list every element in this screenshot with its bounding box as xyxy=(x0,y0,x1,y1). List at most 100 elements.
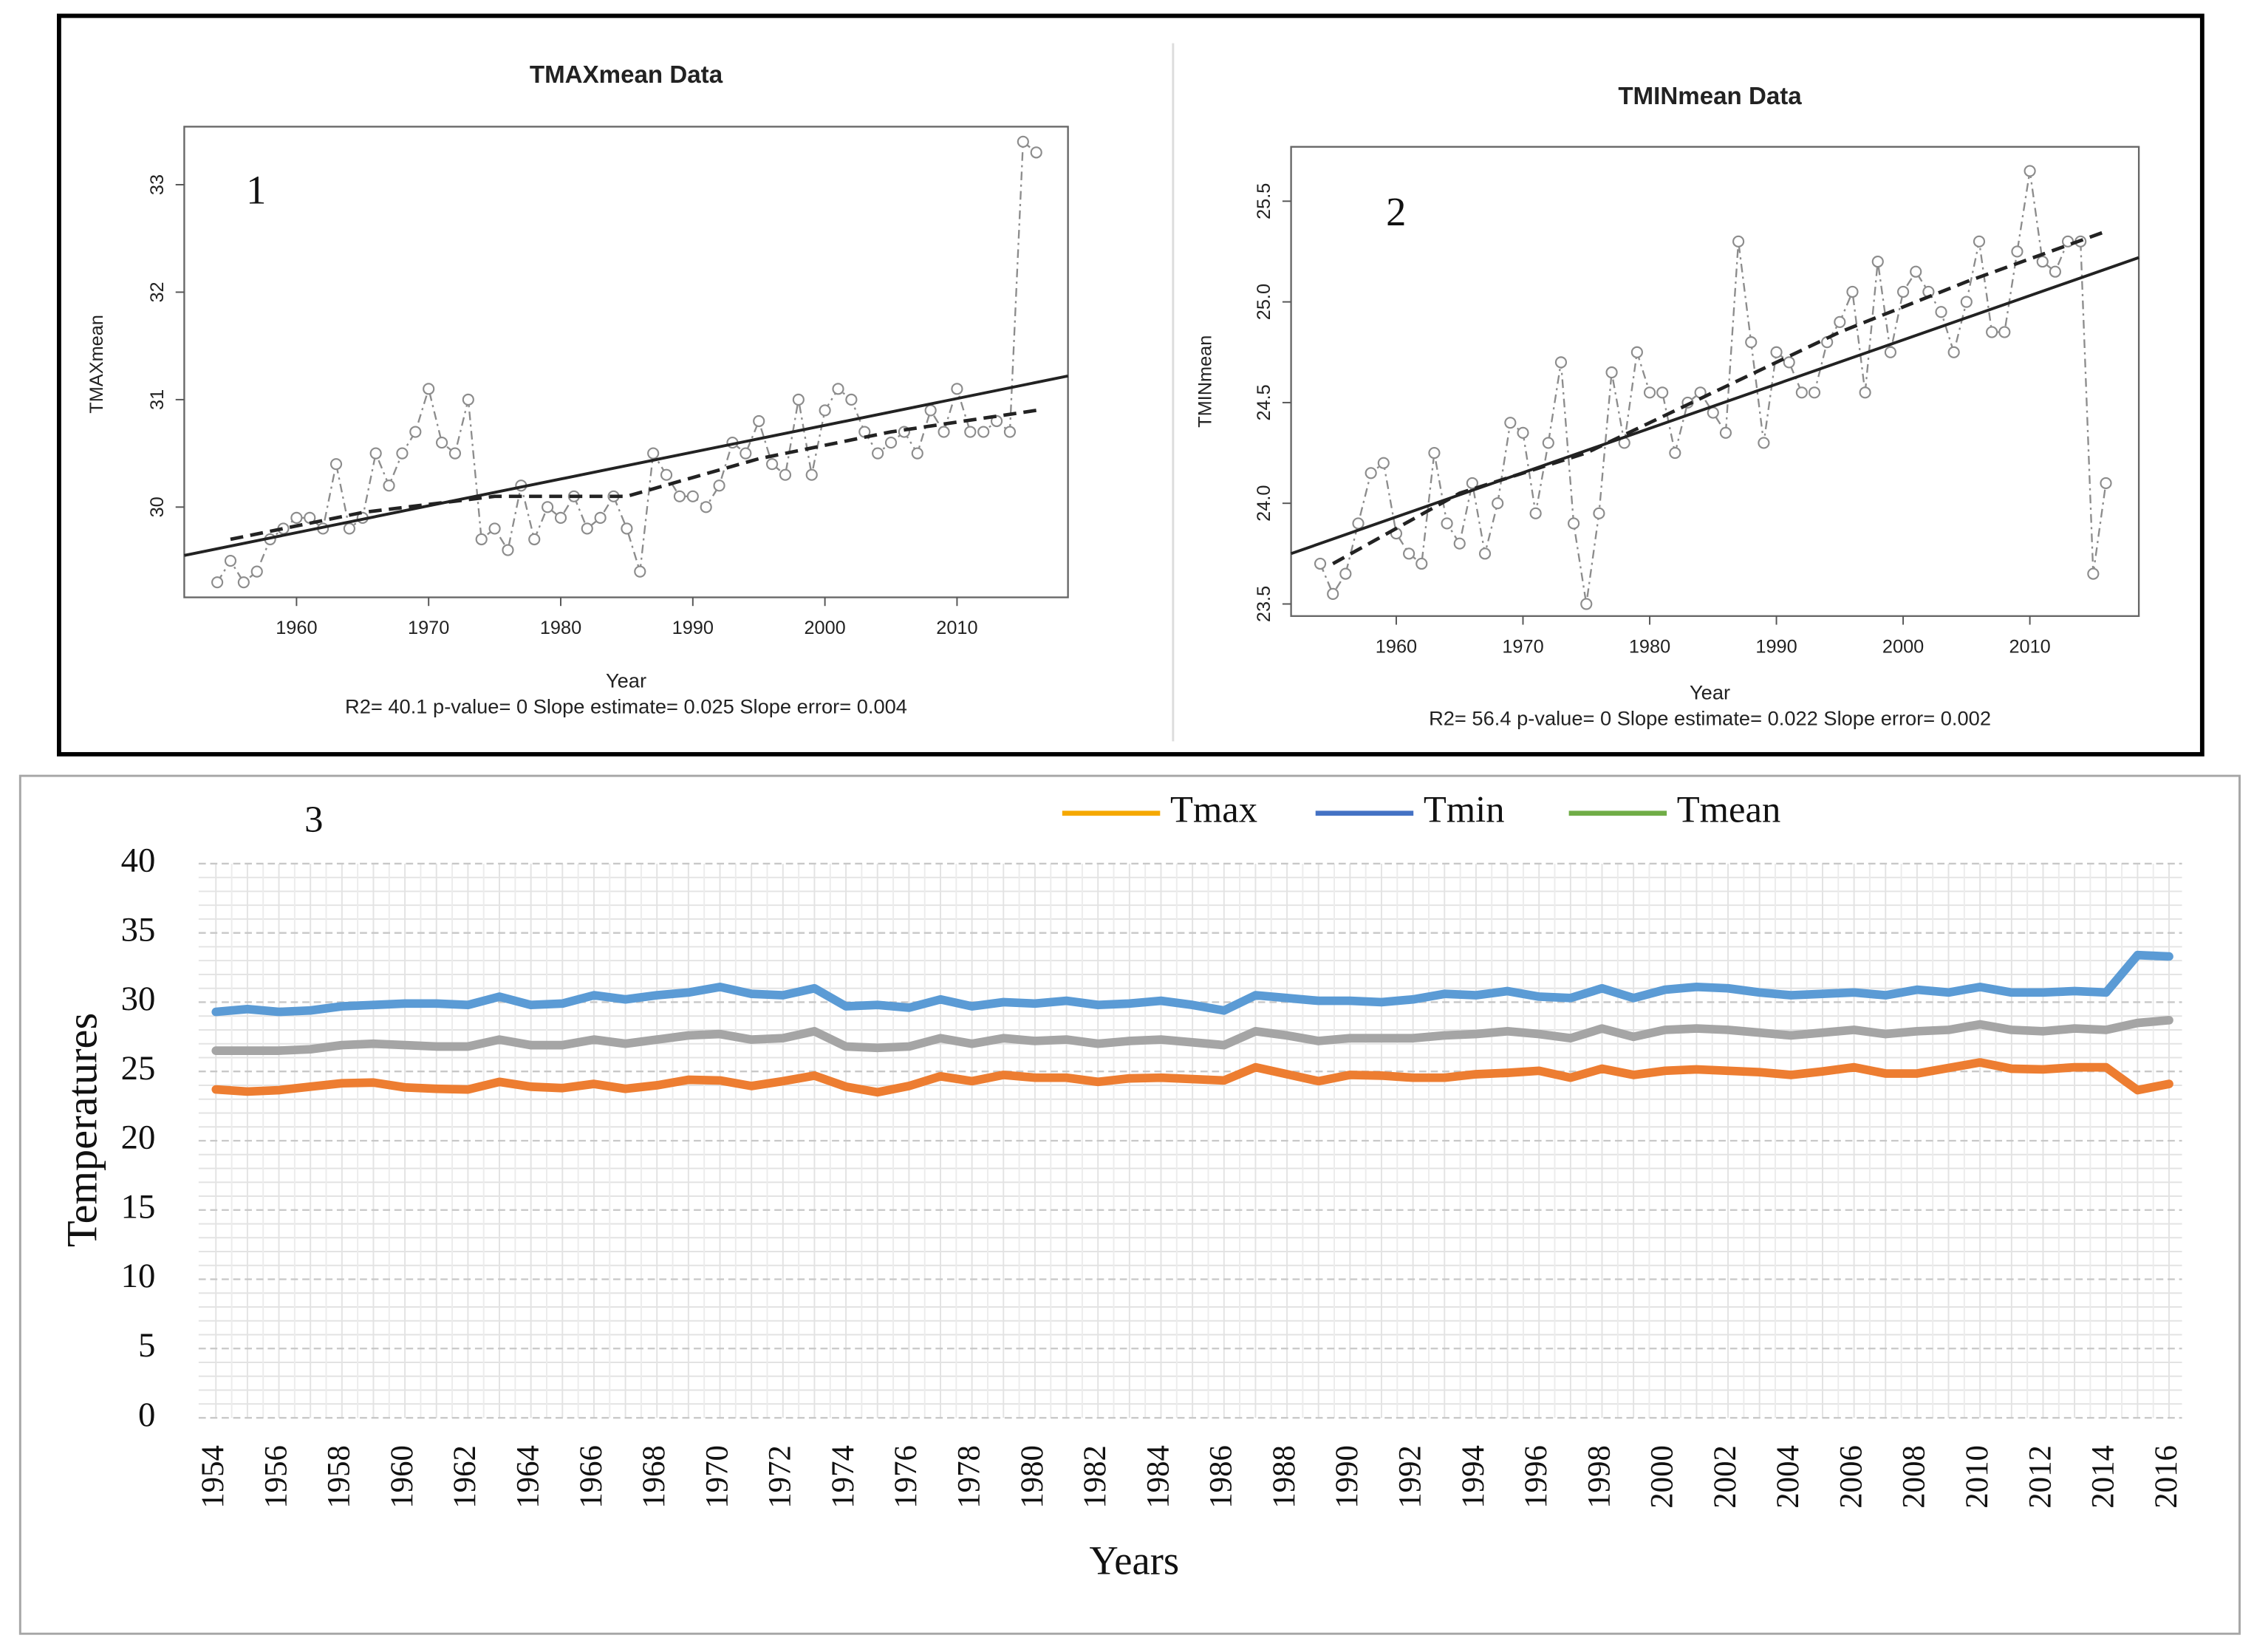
data-point xyxy=(423,383,435,395)
x-tick-label: 1992 xyxy=(1393,1445,1427,1509)
x-tick-label: 2008 xyxy=(1897,1445,1932,1509)
data-point xyxy=(1896,285,1910,298)
data-point xyxy=(884,436,898,449)
data-point xyxy=(1795,386,1808,399)
x-tick-label: 1968 xyxy=(637,1445,672,1509)
y-axis-label: TMAXmean xyxy=(86,315,107,414)
data-point xyxy=(792,393,805,406)
data-point xyxy=(1871,256,1884,268)
data-point xyxy=(1327,587,1339,600)
data-point xyxy=(686,490,699,502)
x-tick-label: 1966 xyxy=(574,1445,609,1509)
trend-line xyxy=(1290,256,2139,556)
y-tick-label: 30 xyxy=(147,496,168,517)
data-point xyxy=(1593,507,1605,519)
x-axis-label: Year xyxy=(606,669,646,692)
panel: 23.5 24.0 24.5 25.0 25.5 1960 1970 1980 1990 2000… xyxy=(1254,146,2140,657)
data-point xyxy=(779,468,792,481)
data-point xyxy=(1365,467,1377,479)
y-axis-label: Temperatures xyxy=(58,1013,106,1247)
data-point xyxy=(224,554,237,567)
data-point xyxy=(1003,426,1017,438)
plot-frame xyxy=(183,126,1069,598)
x-tick-label: 2002 xyxy=(1708,1445,1743,1509)
data-point xyxy=(1580,598,1593,610)
x-axis-label: Year xyxy=(1690,680,1730,703)
x-tick-label: 1972 xyxy=(763,1445,798,1509)
data-point xyxy=(448,447,462,460)
data-point xyxy=(2049,265,2061,278)
x-tick-label: 2010 xyxy=(1960,1445,1995,1509)
data-point xyxy=(1998,326,2011,338)
data-point xyxy=(1030,146,1042,159)
data-point xyxy=(700,501,712,513)
x-tick-label: 1974 xyxy=(826,1445,861,1509)
x-tick-label: 1994 xyxy=(1456,1445,1491,1509)
x-tick-label: 1980 xyxy=(540,618,581,638)
y-tick-label: 23.5 xyxy=(1254,586,1274,622)
data-point xyxy=(237,576,250,589)
data-point xyxy=(211,576,224,589)
data-point xyxy=(1884,346,1897,358)
y-tick-label: 24.0 xyxy=(1254,485,1274,522)
data-point xyxy=(581,522,593,535)
panel-label: 2 xyxy=(1386,189,1406,234)
x-tick-label: 1990 xyxy=(1330,1445,1365,1509)
x-tick-label: 1980 xyxy=(1629,636,1670,657)
data-point xyxy=(911,447,923,460)
data-point xyxy=(1542,437,1554,449)
x-tick-label: 1980 xyxy=(1015,1445,1050,1509)
data-point xyxy=(872,447,884,460)
data-point xyxy=(1947,346,1960,358)
y-tick-label: 31 xyxy=(147,389,168,410)
x-tick-label: 1970 xyxy=(408,618,449,638)
data-point xyxy=(1960,296,1973,308)
y-tick-label: 10 xyxy=(121,1257,156,1295)
y-tick-label: 35 xyxy=(121,910,156,949)
x-tick-label: 1986 xyxy=(1204,1445,1239,1509)
panel: 0 5 10 15 20 25 30 35 40 1954 1956 1958 1960 1962 1964… xyxy=(121,788,2184,1508)
panel-label: 3 xyxy=(304,799,323,840)
x-tick-label: 1964 xyxy=(511,1445,546,1509)
data-point xyxy=(383,479,395,492)
data-point xyxy=(924,404,937,417)
x-tick-label: 1988 xyxy=(1267,1445,1302,1509)
legend-label: Tmin xyxy=(1424,788,1505,830)
data-point xyxy=(475,533,488,546)
data-point xyxy=(1377,457,1390,469)
x-tick-label: 2012 xyxy=(2023,1445,2057,1509)
y-tick-label: 24.5 xyxy=(1254,384,1274,420)
data-point xyxy=(832,383,844,395)
data-point xyxy=(1630,346,1643,358)
data-point xyxy=(1314,557,1327,570)
y-tick-label: 15 xyxy=(121,1187,156,1226)
data-point xyxy=(1554,356,1568,369)
y-tick-label: 5 xyxy=(138,1326,155,1365)
data-point xyxy=(554,511,567,524)
stats-note: R2= 56.4 p-value= 0 Slope estimate= 0.02… xyxy=(1429,706,1991,729)
data-point xyxy=(1910,265,1922,278)
data-point xyxy=(1973,235,1986,248)
data-point xyxy=(1415,557,1428,570)
x-tick-label: 1990 xyxy=(1755,636,1797,657)
x-tick-label: 1970 xyxy=(700,1445,734,1509)
x-tick-label: 2000 xyxy=(1645,1445,1680,1509)
data-point xyxy=(634,565,646,578)
y-tick-label: 30 xyxy=(121,980,156,1018)
data-point xyxy=(1492,497,1504,510)
data-point xyxy=(1834,315,1846,328)
chart-title: TMINmean Data xyxy=(1618,83,1802,110)
x-tick-label: 2000 xyxy=(1882,636,1924,657)
data-point xyxy=(594,511,607,524)
x-tick-label: 1960 xyxy=(385,1445,420,1509)
data-point xyxy=(462,393,474,406)
series-line xyxy=(211,1058,2173,1097)
data-point xyxy=(1453,537,1466,550)
data-point xyxy=(396,447,409,460)
data-point xyxy=(250,565,263,578)
data-point xyxy=(647,447,660,460)
x-tick-label: 2000 xyxy=(804,618,845,638)
x-tick-label: 1982 xyxy=(1078,1445,1113,1509)
data-point xyxy=(2036,256,2049,268)
